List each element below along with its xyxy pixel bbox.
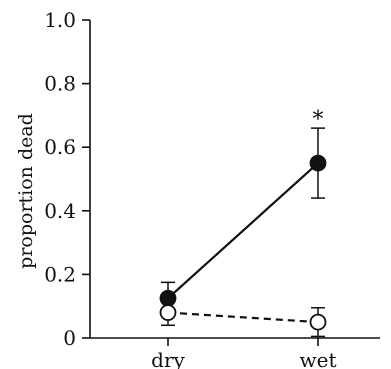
x-axis: dry wet bbox=[90, 337, 380, 369]
annotation-layer: * bbox=[313, 108, 324, 133]
series-1 bbox=[159, 299, 327, 338]
data-point bbox=[309, 154, 327, 172]
y-ticks: 0 0.2 0.4 0.6 0.8 1.0 bbox=[44, 8, 90, 350]
data-point bbox=[309, 313, 327, 331]
significance-marker: * bbox=[313, 108, 324, 133]
x-ticks: dry wet bbox=[151, 338, 337, 369]
y-tick-label: 0.8 bbox=[44, 72, 76, 96]
y-axis-title: proportion dead bbox=[15, 113, 37, 269]
y-tick-label: 0.4 bbox=[44, 199, 76, 223]
y-tick-label: 1.0 bbox=[44, 8, 76, 32]
series-layer bbox=[159, 127, 327, 338]
y-tick-label: 0.6 bbox=[44, 135, 76, 159]
data-point bbox=[159, 304, 177, 321]
series-0 bbox=[159, 127, 327, 315]
series-1-line bbox=[167, 311, 319, 324]
x-tick-label-wet: wet bbox=[300, 348, 337, 369]
y-tick-label: 0 bbox=[63, 326, 76, 350]
x-tick-label-dry: dry bbox=[151, 348, 185, 369]
y-tick-label: 0.2 bbox=[44, 262, 76, 286]
series-0-line bbox=[167, 162, 319, 300]
y-axis: 0 0.2 0.4 0.6 0.8 1.0 proportion dead bbox=[15, 8, 91, 350]
